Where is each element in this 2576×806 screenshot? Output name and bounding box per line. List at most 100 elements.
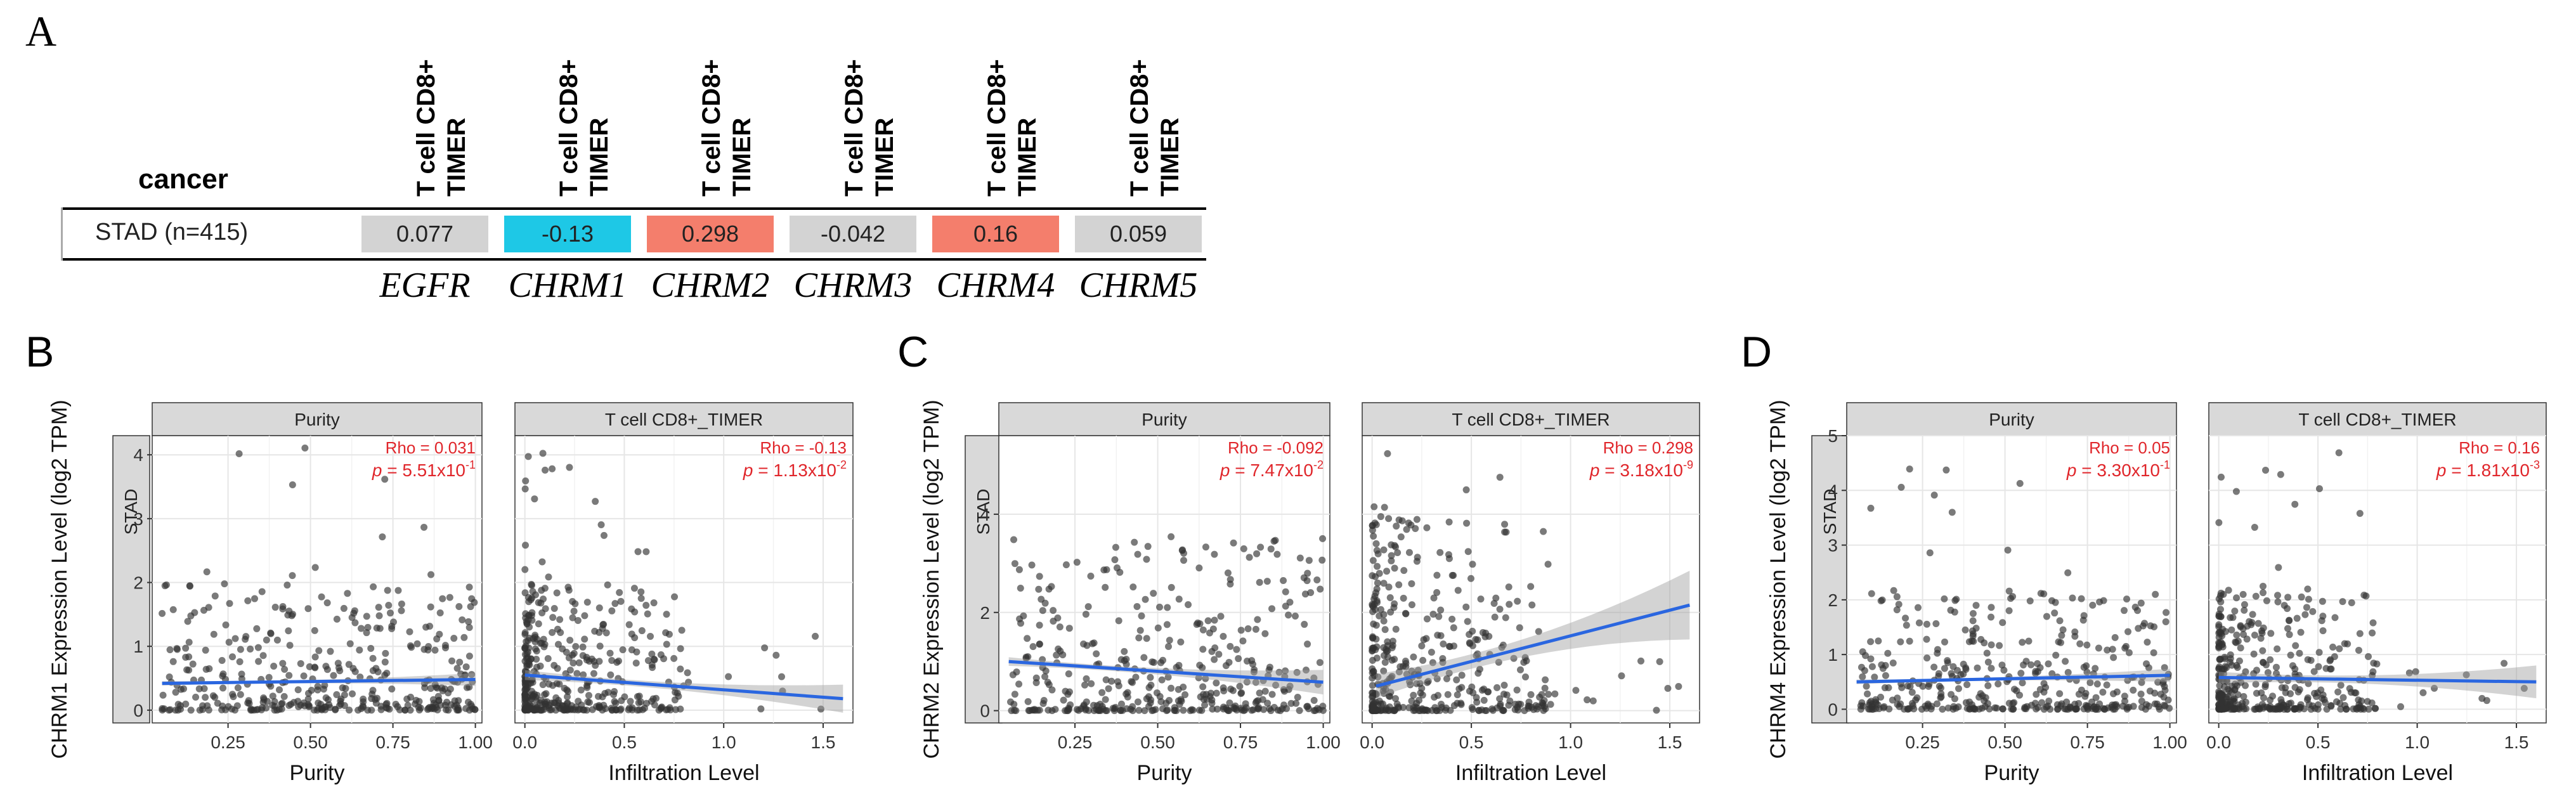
data-point	[1280, 687, 1288, 695]
data-point	[1521, 654, 1529, 661]
data-point	[2336, 699, 2344, 707]
data-point	[1915, 619, 1923, 627]
data-point	[1423, 524, 1431, 531]
data-point	[433, 704, 440, 712]
data-point	[2223, 678, 2231, 686]
data-point	[553, 589, 561, 597]
data-point	[189, 660, 197, 668]
data-point	[2369, 619, 2377, 627]
data-point	[1199, 683, 1207, 691]
data-point	[263, 704, 270, 712]
data-point	[408, 644, 415, 651]
data-point	[583, 682, 591, 689]
data-point	[290, 699, 297, 706]
data-point	[1469, 689, 1477, 696]
data-point	[2038, 699, 2046, 706]
data-point	[2315, 649, 2323, 656]
data-point	[1867, 638, 1875, 646]
data-point	[280, 692, 288, 700]
data-point	[1478, 706, 1485, 714]
data-point	[570, 608, 578, 615]
data-point	[595, 604, 603, 612]
data-point	[1012, 707, 1020, 715]
data-point	[1932, 620, 1940, 627]
data-point	[1450, 642, 1458, 650]
data-point	[2080, 612, 2088, 620]
plot-area	[998, 435, 1330, 724]
data-point	[1867, 504, 1875, 512]
data-point	[528, 616, 536, 624]
data-point	[1433, 588, 1441, 596]
data-point	[2231, 608, 2239, 615]
data-point	[2254, 705, 2262, 712]
data-point	[2286, 616, 2293, 624]
data-point	[1541, 684, 1549, 692]
data-point	[2232, 488, 2240, 495]
data-point	[1374, 562, 1381, 570]
data-point	[1420, 636, 1428, 644]
data-point	[1445, 518, 1453, 526]
data-point	[592, 498, 599, 505]
data-point	[1254, 616, 1261, 623]
data-point	[1209, 625, 1217, 633]
data-point	[254, 644, 262, 651]
data-point	[2123, 595, 2131, 603]
data-point	[253, 625, 261, 632]
data-point	[172, 689, 179, 696]
data-point	[315, 699, 322, 706]
data-point	[632, 660, 640, 667]
data-point	[1233, 646, 1240, 653]
data-point	[2040, 590, 2048, 597]
data-point	[379, 533, 386, 541]
data-point	[1489, 706, 1497, 714]
data-point	[1384, 450, 1391, 457]
data-point	[1093, 650, 1100, 658]
data-point	[1135, 706, 1143, 714]
data-point	[2260, 589, 2267, 597]
data-point	[2341, 640, 2348, 647]
y-tick-label: 4	[133, 445, 143, 465]
heatmap-gene-label-chrm5: CHRM5	[1079, 266, 1198, 305]
data-point	[2243, 635, 2251, 643]
data-point	[1448, 571, 1456, 579]
data-point	[1240, 545, 1247, 552]
data-point	[2216, 592, 2224, 599]
x-tick-label: 0.50	[293, 732, 328, 752]
data-point	[2520, 684, 2528, 692]
data-point	[2291, 670, 2299, 678]
data-point	[427, 685, 434, 692]
data-point	[1430, 594, 1438, 602]
data-point	[1454, 691, 1461, 699]
data-point	[1168, 684, 1175, 692]
data-point	[1145, 703, 1152, 710]
data-point	[2056, 690, 2064, 698]
data-point	[2095, 644, 2102, 652]
data-point	[2319, 613, 2327, 620]
data-point	[159, 691, 167, 699]
y-tick-label: 2	[980, 603, 990, 623]
data-point	[2009, 705, 2017, 713]
data-point	[294, 686, 302, 694]
x-tick-label: 1.5	[811, 732, 836, 752]
x-tick-label: 0.75	[2070, 732, 2105, 752]
data-point	[1153, 689, 1161, 697]
data-point	[1105, 685, 1112, 692]
data-point	[2231, 680, 2239, 688]
data-point	[611, 600, 619, 608]
facet-0: Purity 0 2 4 0.25 0.50 0.75 1.00 Purity Rho = -0.…	[980, 402, 1341, 785]
data-point	[2293, 614, 2301, 622]
data-point	[1226, 699, 1233, 707]
data-point	[1291, 612, 1299, 620]
data-point	[556, 680, 563, 688]
data-point	[1039, 607, 1046, 614]
heatmap-cell-chrm3: -0.042	[790, 216, 916, 252]
data-point	[2043, 703, 2050, 711]
data-point	[182, 700, 190, 708]
data-point	[2034, 704, 2041, 712]
data-point	[1022, 653, 1030, 661]
data-point	[1505, 701, 1512, 709]
data-point	[1116, 568, 1124, 576]
data-point	[1199, 646, 1207, 653]
data-point	[1011, 691, 1018, 698]
data-point	[542, 605, 549, 613]
